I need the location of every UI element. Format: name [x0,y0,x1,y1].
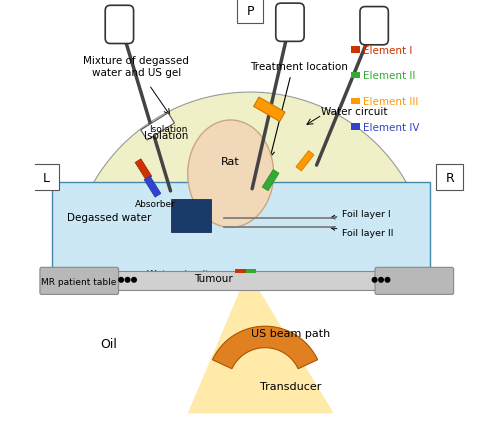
Text: US beam path: US beam path [251,328,330,338]
Polygon shape [254,98,285,122]
Text: Element III: Element III [363,97,418,107]
Polygon shape [296,151,314,172]
FancyBboxPatch shape [40,268,118,295]
Text: Water circuit: Water circuit [321,107,388,117]
FancyBboxPatch shape [236,0,264,24]
FancyBboxPatch shape [436,164,463,191]
Text: P: P [246,5,254,18]
Wedge shape [70,93,430,273]
Polygon shape [141,114,174,141]
Polygon shape [144,177,161,198]
Text: Foil layer I: Foil layer I [331,210,391,219]
Text: Water circuit: Water circuit [134,269,209,280]
Text: Element II: Element II [363,71,416,81]
Polygon shape [262,170,279,191]
Text: Foil layer II: Foil layer II [331,227,394,237]
Text: L: L [42,172,50,185]
Bar [351,98,360,105]
Text: Oil: Oil [100,337,116,350]
Text: Isolation: Isolation [144,131,188,141]
Circle shape [372,277,378,283]
Circle shape [118,277,124,283]
Text: Element IV: Element IV [363,123,420,132]
Text: Rat: Rat [222,157,240,166]
FancyBboxPatch shape [105,6,134,44]
Text: Element I: Element I [363,46,412,55]
Bar [351,47,360,53]
Circle shape [384,277,390,283]
Text: Mixture of degassed
water and US gel: Mixture of degassed water and US gel [83,56,189,78]
Text: Treatment location: Treatment location [250,62,348,72]
Text: Tumour: Tumour [194,273,233,283]
Bar [52,183,430,273]
Bar [235,269,246,273]
Circle shape [124,277,130,283]
FancyBboxPatch shape [360,8,388,46]
Circle shape [378,277,384,283]
Bar [351,73,360,79]
FancyBboxPatch shape [276,4,304,42]
Bar [246,269,256,273]
Text: Degassed water: Degassed water [68,212,152,222]
FancyBboxPatch shape [32,164,60,191]
FancyBboxPatch shape [375,268,454,295]
Bar [351,124,360,131]
Bar [52,272,430,290]
Polygon shape [135,160,152,181]
Circle shape [131,277,137,283]
Text: Transducer: Transducer [260,381,322,391]
Text: R: R [446,172,454,185]
Ellipse shape [188,121,274,228]
Bar [170,200,211,232]
Text: Isolation: Isolation [149,125,188,134]
Polygon shape [188,272,334,414]
Text: MR patient table: MR patient table [42,277,117,286]
Polygon shape [212,326,318,369]
Text: Absorber: Absorber [135,200,176,209]
